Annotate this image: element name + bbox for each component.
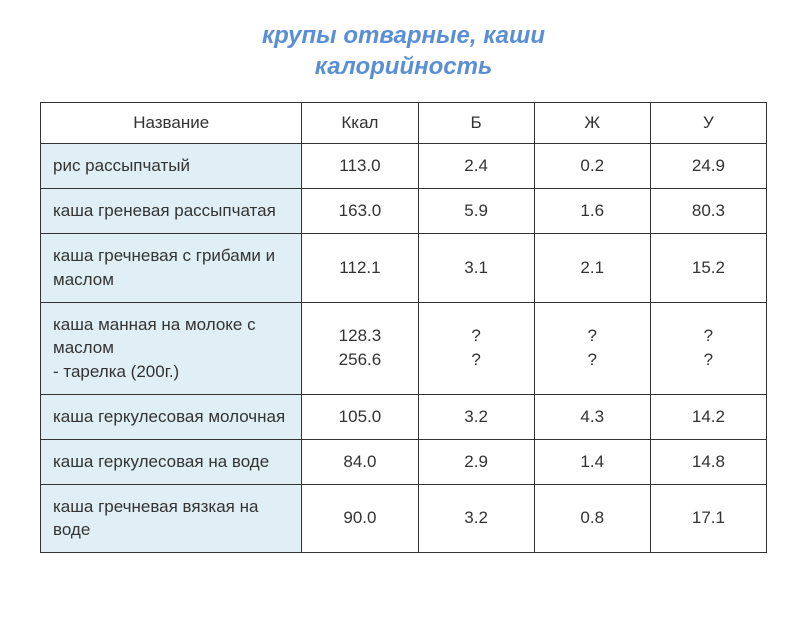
table-row: каша геркулесовая на воде 84.0 2.9 1.4 1… bbox=[41, 439, 767, 484]
cell-zh: ?? bbox=[534, 302, 650, 394]
title-line-2: калорийность bbox=[315, 53, 492, 80]
table-body: рис рассыпчатый 113.0 2.4 0.2 24.9 каша … bbox=[41, 144, 767, 553]
cell-b: 3.1 bbox=[418, 233, 534, 302]
nutrition-table: Название Ккал Б Ж У рис рассыпчатый 113.… bbox=[40, 102, 767, 553]
header-u: У bbox=[650, 103, 766, 144]
cell-name: каша гречневая вязкая на воде bbox=[41, 484, 302, 553]
table-row: каша гречневая с грибами и маслом 112.1 … bbox=[41, 233, 767, 302]
header-zh: Ж bbox=[534, 103, 650, 144]
cell-zh: 2.1 bbox=[534, 233, 650, 302]
cell-name: рис рассыпчатый bbox=[41, 144, 302, 189]
cell-u: 80.3 bbox=[650, 189, 766, 234]
cell-name: каша геркулесовая на воде bbox=[41, 439, 302, 484]
cell-zh: 1.6 bbox=[534, 189, 650, 234]
cell-u: 14.8 bbox=[650, 439, 766, 484]
table-row: каша гречневая вязкая на воде 90.0 3.2 0… bbox=[41, 484, 767, 553]
cell-b: 5.9 bbox=[418, 189, 534, 234]
cell-u: ?? bbox=[650, 302, 766, 394]
cell-b: 3.2 bbox=[418, 394, 534, 439]
cell-kcal: 105.0 bbox=[302, 394, 418, 439]
cell-name: каша греневая рассыпчатая bbox=[41, 189, 302, 234]
cell-u: 17.1 bbox=[650, 484, 766, 553]
table-row: каша греневая рассыпчатая 163.0 5.9 1.6 … bbox=[41, 189, 767, 234]
cell-kcal: 112.1 bbox=[302, 233, 418, 302]
cell-b: 2.4 bbox=[418, 144, 534, 189]
table-row: каша геркулесовая молочная 105.0 3.2 4.3… bbox=[41, 394, 767, 439]
cell-name: каша геркулесовая молочная bbox=[41, 394, 302, 439]
table-row: рис рассыпчатый 113.0 2.4 0.2 24.9 bbox=[41, 144, 767, 189]
header-kcal: Ккал bbox=[302, 103, 418, 144]
cell-name: каша гречневая с грибами и маслом bbox=[41, 233, 302, 302]
title-line-1: крупы отварные, каши bbox=[262, 22, 545, 49]
cell-kcal: 163.0 bbox=[302, 189, 418, 234]
cell-u: 15.2 bbox=[650, 233, 766, 302]
header-b: Б bbox=[418, 103, 534, 144]
cell-zh: 1.4 bbox=[534, 439, 650, 484]
cell-b: 3.2 bbox=[418, 484, 534, 553]
cell-zh: 4.3 bbox=[534, 394, 650, 439]
cell-kcal: 113.0 bbox=[302, 144, 418, 189]
cell-kcal: 128.3256.6 bbox=[302, 302, 418, 394]
cell-name: каша манная на молоке с маслом- тарелка … bbox=[41, 302, 302, 394]
header-name: Название bbox=[41, 103, 302, 144]
table-header-row: Название Ккал Б Ж У bbox=[41, 103, 767, 144]
page-title: крупы отварные, каши калорийность bbox=[40, 20, 767, 82]
cell-kcal: 84.0 bbox=[302, 439, 418, 484]
cell-kcal: 90.0 bbox=[302, 484, 418, 553]
cell-u: 24.9 bbox=[650, 144, 766, 189]
cell-b: 2.9 bbox=[418, 439, 534, 484]
cell-u: 14.2 bbox=[650, 394, 766, 439]
table-row: каша манная на молоке с маслом- тарелка … bbox=[41, 302, 767, 394]
cell-zh: 0.8 bbox=[534, 484, 650, 553]
cell-b: ?? bbox=[418, 302, 534, 394]
cell-zh: 0.2 bbox=[534, 144, 650, 189]
